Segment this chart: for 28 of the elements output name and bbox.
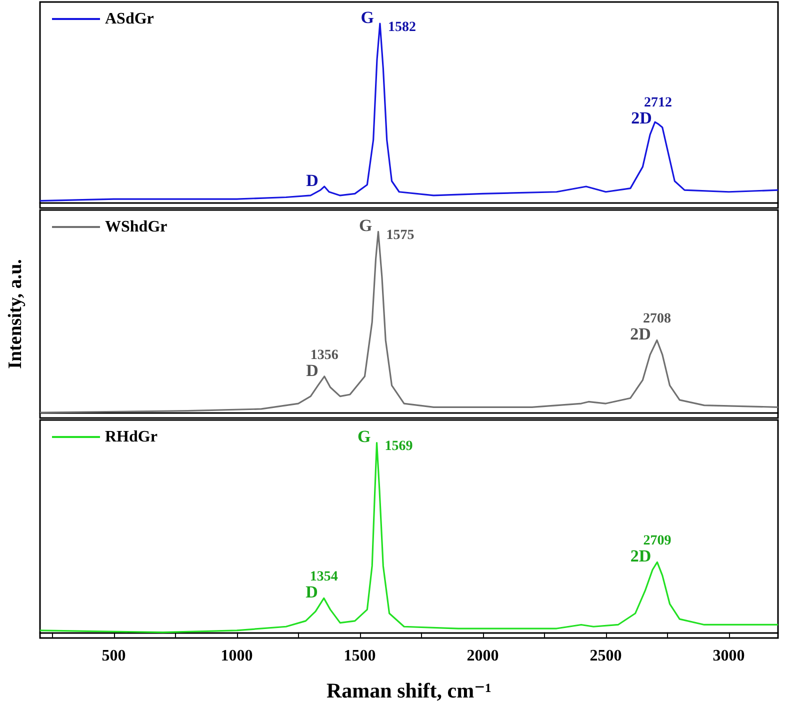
annotation: G (359, 216, 372, 236)
annotation: 1575 (386, 228, 414, 244)
annotation: 2709 (643, 534, 672, 549)
annotation: 2D (630, 324, 651, 344)
legend-label: WShdGr (105, 218, 168, 236)
x-tick-label: 2500 (590, 648, 622, 664)
x-tick-label: 1000 (220, 648, 253, 664)
annotation: D (306, 171, 318, 190)
legend-label: ASdGr (105, 10, 154, 28)
x-tick-label: 3000 (712, 648, 745, 664)
annotation: 2D (630, 546, 652, 566)
annotation: D (306, 582, 318, 602)
annotation: G (358, 427, 371, 446)
annotation: 2708 (642, 312, 671, 327)
annotation: 1582 (388, 20, 416, 35)
x-tick-label: 500 (102, 648, 126, 664)
legend-label: RHdGr (105, 428, 158, 446)
annotation: 2712 (644, 95, 672, 110)
x-axis-title: Raman shift, cm⁻¹ (326, 678, 492, 702)
annotation: 2D (631, 108, 652, 128)
x-tick-label: 2000 (466, 648, 499, 664)
y-axis-title: Intensity, a.u. (5, 259, 26, 369)
annotation: G (360, 8, 374, 27)
annotation: 1569 (384, 439, 413, 454)
x-tick-label: 1500 (344, 648, 376, 664)
annotation: D (306, 360, 318, 380)
annotation: 1354 (310, 570, 338, 585)
annotation: 1356 (310, 348, 338, 363)
